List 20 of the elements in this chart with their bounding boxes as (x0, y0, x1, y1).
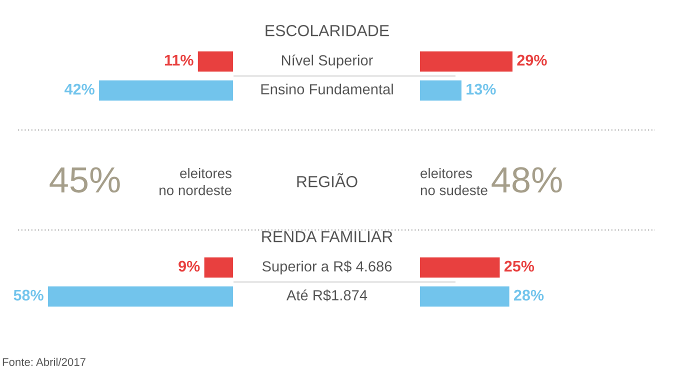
text: 48% (492, 167, 562, 193)
data-label: 25% (504, 260, 534, 272)
data-label: 58% (14, 290, 44, 301)
data-label: 13% (466, 84, 496, 95)
text: ESCOLARIDADE (266, 24, 389, 36)
source-note: Fonte: Abril/2017 (2, 358, 86, 366)
text: RENDA FAMILIAR (262, 231, 392, 242)
category-label: Ensino Fundamental (261, 84, 393, 94)
data-label: 11% (164, 54, 194, 66)
text: eleitores no nordeste (160, 168, 232, 196)
text: 45% (50, 167, 120, 193)
data-label: 29% (517, 54, 547, 66)
data-label: 28% (514, 290, 544, 301)
text: eleitores no sudeste (420, 168, 488, 196)
category-label: Nível Superior (282, 54, 373, 68)
data-label: 42% (64, 84, 94, 95)
text: REGIÃO (297, 173, 358, 188)
category-label: Até R$1.874 (286, 289, 368, 302)
data-label: 9% (178, 260, 200, 272)
category-label: Superior a R$ 4.686 (262, 260, 392, 274)
